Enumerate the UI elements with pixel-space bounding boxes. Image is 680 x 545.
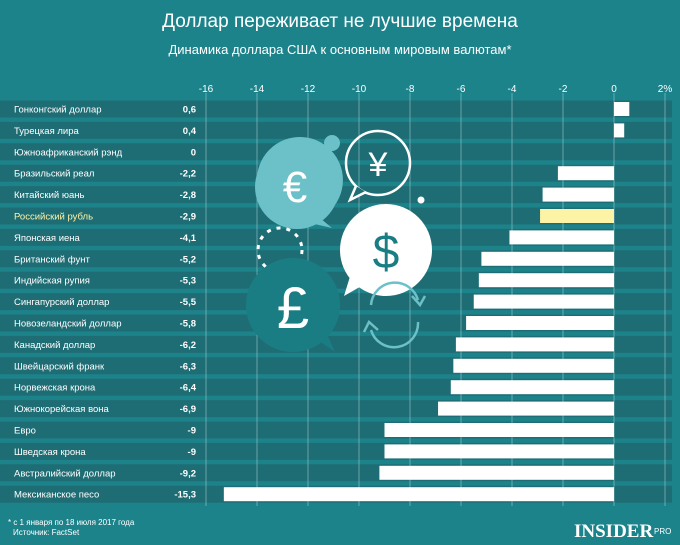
bar — [384, 444, 614, 459]
decor-dot-small — [417, 196, 425, 204]
value-label: -5,2 — [180, 254, 196, 265]
bar — [473, 294, 614, 309]
svg-text:€: € — [283, 163, 307, 212]
svg-text:£: £ — [277, 276, 309, 341]
footer-source: Источник: FactSet — [13, 528, 80, 537]
value-label: 0 — [191, 147, 196, 158]
bar — [481, 251, 614, 266]
currency-illustration: € ¥ $ £ — [246, 129, 432, 352]
value-label: -6,3 — [180, 361, 196, 372]
exchange-arrows-icon — [362, 281, 427, 349]
value-label: -5,5 — [180, 297, 197, 308]
bar — [453, 358, 614, 373]
x-tick-label: -16 — [199, 84, 214, 95]
category-label: Евро — [14, 426, 36, 437]
dollar-bubble-icon: $ — [340, 204, 432, 296]
category-label: Швейцарский франк — [14, 361, 105, 372]
chart-subtitle: Динамика доллара США к основным мировым … — [168, 42, 511, 57]
category-label: Японская иена — [14, 233, 81, 244]
euro-bubble-icon: € — [255, 136, 343, 229]
category-label: Британский фунт — [14, 254, 90, 265]
value-label: 0,4 — [183, 126, 197, 137]
x-tick-label: 0 — [611, 84, 617, 95]
category-label: Бразильский реал — [14, 169, 94, 180]
bar — [223, 487, 614, 502]
value-label: -9 — [188, 447, 196, 458]
value-label: -15,3 — [174, 490, 196, 501]
row-band — [0, 207, 672, 225]
value-label: -5,3 — [180, 276, 196, 287]
bar — [540, 209, 614, 223]
category-label: Турецкая лира — [14, 126, 79, 137]
category-label: Гонконгский доллар — [14, 105, 102, 116]
value-label: -4,1 — [180, 233, 197, 244]
bar — [478, 273, 614, 288]
category-label: Индийская рупия — [14, 276, 90, 287]
bar — [384, 423, 614, 437]
value-label: -2,2 — [180, 169, 196, 180]
row-band — [0, 100, 672, 118]
bar — [557, 166, 614, 181]
x-tick-label: -2 — [559, 84, 568, 95]
x-tick-label: 2% — [658, 84, 673, 95]
bar — [542, 187, 614, 202]
footer-note: * с 1 января по 18 июля 2017 года — [8, 518, 135, 527]
x-tick-label: -12 — [301, 84, 316, 95]
value-label: -6,4 — [180, 383, 197, 394]
decor-dot — [324, 135, 340, 151]
bar — [455, 337, 614, 352]
category-label: Норвежская крона — [14, 383, 96, 394]
brand-logo-suffix: PRO — [654, 527, 671, 536]
value-label: -9 — [188, 426, 196, 437]
row-band — [0, 143, 672, 161]
bar — [614, 102, 630, 116]
category-label: Новозеландский доллар — [14, 319, 122, 330]
svg-text:$: $ — [373, 226, 400, 279]
x-tick-label: -6 — [457, 84, 466, 95]
category-label: Китайский юань — [14, 190, 84, 201]
value-label: -2,8 — [180, 190, 196, 201]
x-tick-label: -4 — [508, 84, 517, 95]
category-label: Австралийский доллар — [14, 468, 116, 479]
category-label: Канадский доллар — [14, 340, 95, 351]
bar — [466, 316, 614, 330]
chart-title: Доллар переживает не лучшие времена — [162, 11, 518, 32]
bar — [450, 380, 614, 395]
dotted-circle-icon — [256, 226, 304, 274]
value-label: -5,8 — [180, 319, 196, 330]
category-label: Сингапурский доллар — [14, 297, 109, 308]
category-label: Российский рубль — [14, 212, 93, 223]
value-label: -9,2 — [180, 468, 196, 479]
bar — [614, 123, 625, 138]
x-tick-label: -10 — [352, 84, 367, 95]
category-label: Мексиканское песо — [14, 490, 99, 501]
x-tick-label: -14 — [250, 84, 265, 95]
category-label: Южноафриканский рэнд — [14, 147, 123, 158]
value-label: -6,9 — [180, 404, 196, 415]
bar — [438, 401, 614, 416]
x-tick-label: -8 — [406, 84, 415, 95]
row-band — [0, 121, 672, 139]
bar — [379, 465, 614, 480]
category-label: Южнокорейская вона — [14, 404, 110, 415]
value-label: -6,2 — [180, 340, 196, 351]
bar — [509, 230, 614, 245]
brand-logo: INSIDER — [574, 521, 653, 542]
svg-text:¥: ¥ — [368, 146, 388, 184]
value-label: 0,6 — [183, 105, 196, 116]
row-band — [0, 228, 672, 246]
yen-bubble-icon: ¥ — [344, 129, 412, 203]
value-label: -2,9 — [180, 212, 196, 223]
category-label: Шведская крона — [14, 447, 86, 458]
pound-bubble-icon: £ — [246, 258, 340, 352]
